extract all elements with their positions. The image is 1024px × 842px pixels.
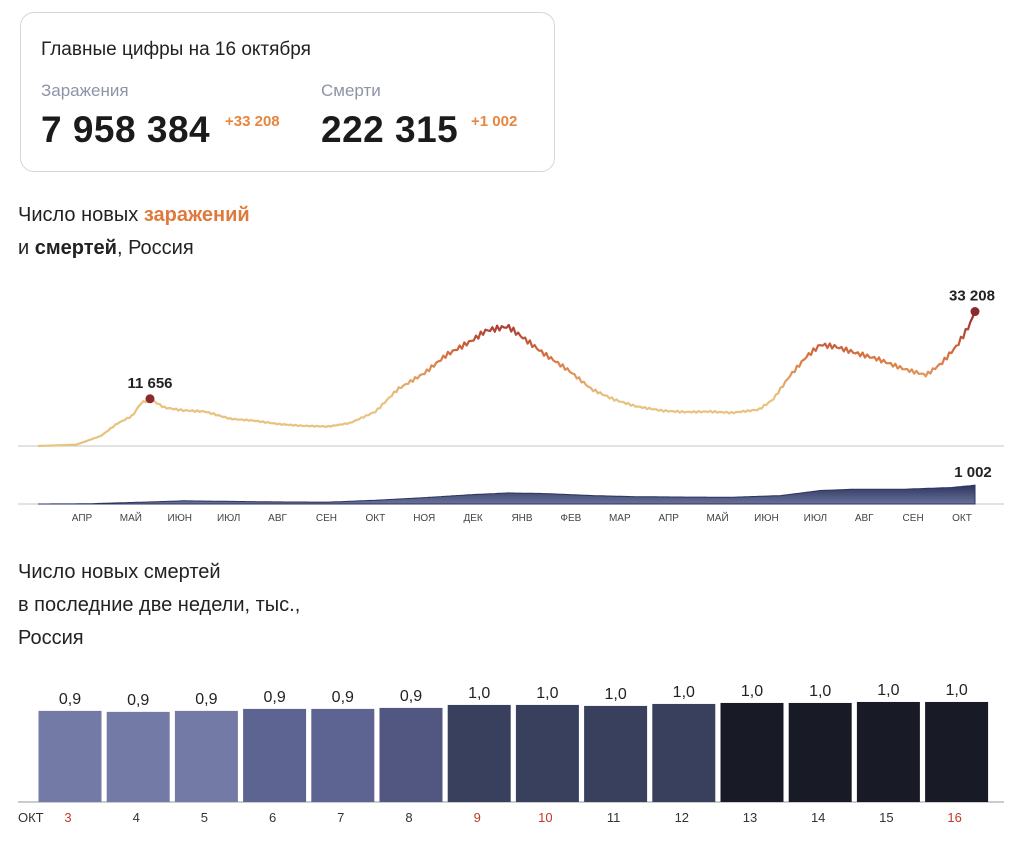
deaths-latest-label: 1 002 [954, 464, 992, 481]
trend-chart-title: Число новых заражений и смертей, Россия [18, 199, 250, 265]
infections-value: 7 958 384 [41, 109, 211, 150]
deaths-label: Смерти [321, 81, 381, 100]
bar-category-label-15: 15 [879, 810, 893, 825]
bar-value-label-11: 1,0 [604, 686, 626, 703]
bar-category-label-16: 16 [947, 810, 961, 825]
month-tick-4: ИЮЛ [217, 513, 240, 524]
month-tick-8: НОЯ [413, 513, 435, 524]
bar-category-label-8: 8 [405, 810, 412, 825]
bar-15 [856, 701, 920, 802]
trend-title-part1: Число новых [18, 204, 144, 226]
infections-peak-label-2: 33 208 [949, 288, 995, 305]
bar-value-label-15: 1,0 [877, 682, 899, 699]
infections-peak-label-1: 11 656 [127, 375, 172, 392]
bar-value-label-14: 1,0 [809, 683, 831, 700]
month-tick-2: МАЙ [120, 511, 142, 524]
bar-category-label-6: 6 [269, 810, 276, 825]
bar-value-label-6: 0,9 [263, 689, 285, 706]
bar-value-label-12: 1,0 [673, 684, 695, 701]
month-tick-14: МАЙ [706, 511, 728, 524]
month-tick-7: ОКТ [365, 513, 385, 524]
infections-delta: +33 208 [225, 113, 280, 130]
bar-category-label-13: 13 [743, 810, 757, 825]
deaths-value: 222 315 [321, 109, 459, 150]
bar-value-label-13: 1,0 [741, 683, 763, 700]
month-tick-17: АВГ [855, 513, 874, 524]
bar-title-line3: Россия [18, 627, 84, 649]
bar-title-line1: Число новых смертей [18, 561, 221, 583]
bar-value-label-8: 0,9 [400, 688, 422, 705]
deaths-area [38, 484, 976, 505]
month-tick-18: СЕН [903, 513, 924, 524]
bar-9 [447, 704, 511, 802]
month-tick-1: АПР [72, 513, 93, 524]
trend-title-part5: , Россия [116, 237, 194, 259]
bar-category-label-4: 4 [133, 810, 140, 825]
bar-8 [379, 707, 443, 802]
bar-value-label-7: 0,9 [332, 689, 354, 706]
bar-3 [38, 710, 102, 802]
bar-value-label-10: 1,0 [536, 685, 558, 702]
trend-title-deaths: смертей [34, 237, 117, 259]
bar-value-label-9: 1,0 [468, 685, 490, 702]
month-tick-19: ОКТ [952, 513, 972, 524]
bar-4 [106, 711, 170, 802]
bar-category-label-5: 5 [201, 810, 208, 825]
month-tick-16: ИЮЛ [804, 513, 827, 524]
bar-14 [788, 702, 852, 802]
bar-value-label-5: 0,9 [195, 691, 217, 708]
bar-16 [925, 701, 989, 802]
month-tick-5: АВГ [268, 513, 287, 524]
bar-6 [243, 708, 307, 802]
bar-category-label-3: 3 [64, 810, 71, 825]
month-tick-11: ФЕВ [560, 513, 581, 524]
trend-chart: 11 656 33 208 1 002 АПР МАЙ ИЮН ИЮЛ АВГ СЕН ОКТ НО… [18, 288, 1004, 524]
month-tick-13: АПР [658, 513, 679, 524]
bar-chart: 0,9 3 0,9 4 0,9 5 0,9 6 0,9 7 0,9 8 1,0 9 1,0 10 1,0 11 1,… [18, 682, 1004, 825]
infections-peak-marker-2 [970, 307, 980, 317]
bar-category-label-9: 9 [474, 810, 481, 825]
month-tick-15: ИЮН [754, 513, 779, 524]
month-tick-6: СЕН [316, 513, 337, 524]
bar-value-label-3: 0,9 [59, 691, 81, 708]
summary-title: Главные цифры на 16 октября [41, 39, 311, 60]
bar-category-label-11: 11 [607, 810, 621, 825]
bar-13 [720, 702, 784, 802]
trend-title-part3: и [18, 237, 35, 259]
bar-10 [515, 704, 579, 802]
bar-11 [584, 705, 648, 802]
month-tick-3: ИЮН [168, 513, 193, 524]
infections-line [37, 311, 977, 448]
bar-month-label: ОКТ [18, 810, 44, 825]
bar-category-label-12: 12 [675, 810, 689, 825]
bar-value-label-16: 1,0 [945, 682, 967, 699]
bar-5 [174, 710, 238, 802]
bar-category-label-10: 10 [538, 810, 552, 825]
month-tick-12: МАР [609, 513, 631, 524]
infections-label: Заражения [41, 81, 129, 100]
bar-chart-title: Число новых смертей в последние две неде… [18, 556, 300, 655]
bar-title-line2: в последние две недели, тыс., [18, 594, 301, 616]
bar-7 [311, 708, 375, 802]
trend-title-infections: заражений [143, 204, 250, 226]
infections-peak-marker-1 [145, 394, 155, 404]
deaths-delta: +1 002 [471, 113, 518, 130]
bar-category-label-14: 14 [811, 810, 825, 825]
bar-12 [652, 703, 716, 802]
bar-value-label-4: 0,9 [127, 692, 149, 709]
month-tick-10: ЯНВ [511, 513, 532, 524]
summary-card: Главные цифры на 16 октября Заражения 7 … [20, 12, 555, 172]
bar-category-label-7: 7 [337, 810, 344, 825]
month-tick-9: ДЕК [463, 513, 482, 524]
